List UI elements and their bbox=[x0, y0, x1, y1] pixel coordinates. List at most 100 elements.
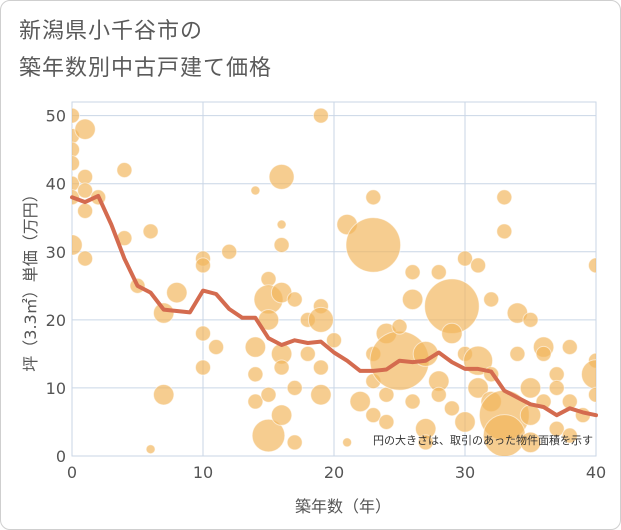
data-bubble bbox=[456, 250, 474, 267]
data-bubble bbox=[72, 155, 81, 172]
x-tick-label: 0 bbox=[67, 463, 77, 482]
data-bubble bbox=[509, 345, 526, 362]
data-bubble bbox=[342, 437, 353, 448]
data-bubble bbox=[430, 386, 447, 403]
data-bubble bbox=[391, 318, 408, 335]
plot-border bbox=[71, 101, 597, 457]
data-bubble bbox=[247, 393, 264, 410]
data-bubble bbox=[273, 236, 290, 253]
data-bubble bbox=[250, 185, 261, 196]
data-bubble bbox=[443, 400, 460, 417]
data-bubble bbox=[312, 359, 329, 376]
data-bubble bbox=[276, 219, 287, 230]
data-bubble bbox=[519, 377, 542, 399]
data-bubble bbox=[260, 270, 277, 288]
data-bubble bbox=[273, 359, 290, 376]
data-bubble bbox=[483, 291, 500, 308]
data-bubble bbox=[286, 379, 303, 396]
average-line bbox=[70, 193, 598, 418]
data-bubble bbox=[417, 434, 434, 451]
data-bubble bbox=[77, 250, 94, 267]
y-tick-label: 20 bbox=[46, 311, 66, 330]
data-bubble bbox=[268, 163, 295, 190]
y-tick-label: 10 bbox=[46, 379, 66, 398]
data-bubble bbox=[404, 393, 421, 410]
data-bubble bbox=[72, 107, 81, 124]
data-bubble bbox=[74, 118, 96, 140]
data-bubble bbox=[548, 379, 565, 396]
x-tick-label: 40 bbox=[586, 463, 606, 482]
data-bubble bbox=[77, 168, 94, 185]
y-tick-label: 40 bbox=[46, 175, 66, 194]
data-bubble bbox=[152, 302, 175, 324]
data-bubble bbox=[365, 407, 382, 424]
data-bubble bbox=[378, 413, 395, 430]
data-bubble bbox=[244, 336, 267, 358]
data-bubble bbox=[441, 322, 463, 345]
data-bubble bbox=[221, 243, 238, 260]
data-bubble bbox=[310, 384, 332, 406]
data-bubble bbox=[587, 257, 596, 274]
y-tick-label: 0 bbox=[56, 447, 66, 466]
average-line-series bbox=[70, 193, 598, 418]
data-bubble bbox=[312, 107, 329, 124]
data-bubble bbox=[142, 223, 159, 240]
data-bubble bbox=[467, 377, 489, 399]
data-bubble bbox=[72, 234, 83, 256]
data-bubble bbox=[580, 359, 596, 390]
data-bubble bbox=[77, 182, 94, 199]
y-tick-label: 50 bbox=[46, 107, 66, 126]
data-bubble bbox=[535, 345, 552, 362]
data-bubble bbox=[454, 411, 476, 433]
data-bubble bbox=[307, 306, 334, 333]
data-bubble bbox=[404, 264, 421, 281]
data-bubble bbox=[251, 418, 286, 453]
data-bubble bbox=[430, 264, 447, 281]
chart-title-line1: 新潟県小千谷市の bbox=[19, 19, 204, 44]
axis-ticks: 0 10 20 30 40 0 10 20 30 40 50 bbox=[46, 107, 607, 482]
data-bubble bbox=[194, 359, 212, 376]
x-tick-label: 30 bbox=[455, 463, 475, 482]
data-bubble bbox=[522, 311, 539, 328]
x-tick-label: 20 bbox=[324, 463, 344, 482]
y-tick-label: 30 bbox=[46, 243, 66, 262]
data-bubble bbox=[561, 427, 578, 444]
data-bubble bbox=[208, 339, 225, 356]
data-bubble bbox=[496, 189, 513, 206]
data-bubble bbox=[270, 404, 293, 426]
data-bubble bbox=[145, 444, 156, 455]
data-bubble bbox=[116, 162, 133, 179]
data-bubble bbox=[152, 384, 175, 406]
data-bubble bbox=[587, 386, 596, 403]
data-bubble bbox=[77, 202, 94, 219]
data-bubble bbox=[299, 345, 316, 362]
data-bubble bbox=[286, 434, 303, 451]
data-bubble bbox=[166, 281, 188, 304]
data-bubble bbox=[345, 217, 402, 273]
data-bubble bbox=[519, 431, 542, 454]
data-bubble bbox=[349, 390, 371, 413]
x-tick-label: 10 bbox=[193, 463, 213, 482]
y-axis-label: 坪（3.3㎡）単価（万円） bbox=[21, 186, 40, 371]
x-axis-label: 築年数（年） bbox=[295, 497, 391, 516]
data-bubble bbox=[496, 223, 513, 240]
data-bubble bbox=[470, 257, 487, 274]
bubble-series bbox=[72, 107, 596, 456]
data-bubble bbox=[286, 291, 303, 308]
data-bubble bbox=[401, 288, 424, 311]
data-bubble bbox=[194, 325, 212, 342]
data-bubble bbox=[561, 339, 578, 356]
chart-title-line2: 築年数別中古戸建て価格 bbox=[19, 56, 273, 81]
data-bubble bbox=[365, 189, 382, 206]
data-bubble bbox=[260, 386, 277, 403]
data-bubble bbox=[519, 404, 542, 426]
size-note: 円の大きさは、取引のあった物件面積を示す bbox=[373, 433, 593, 447]
data-bubble bbox=[548, 420, 565, 437]
data-bubble bbox=[194, 257, 212, 274]
data-bubble bbox=[247, 366, 264, 383]
data-bubble bbox=[325, 332, 343, 349]
data-bubble bbox=[72, 141, 81, 158]
data-bubble bbox=[548, 366, 565, 383]
chart-title: 新潟県小千谷市の 築年数別中古戸建て価格 bbox=[19, 13, 272, 87]
